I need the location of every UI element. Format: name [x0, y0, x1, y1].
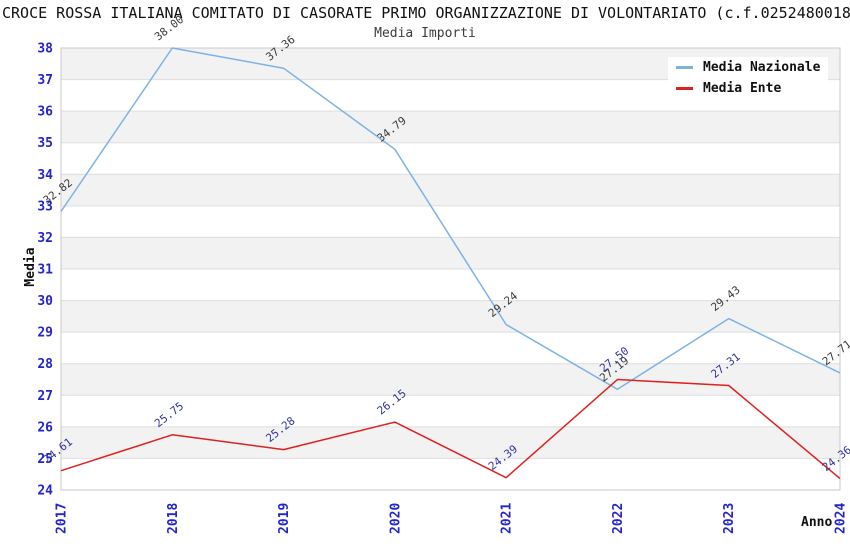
y-axis-title: Media: [23, 247, 38, 287]
y-tick-label: 25: [37, 452, 53, 467]
y-tick-label: 26: [37, 420, 53, 435]
x-axis-title: Anno: [801, 515, 833, 530]
line-swatch-icon: [676, 87, 693, 90]
y-tick-label: 38: [37, 42, 53, 57]
legend-label: Media Nazionale: [703, 60, 821, 75]
legend: Media Nazionale Media Ente: [668, 57, 829, 99]
y-tick-label: 24: [37, 484, 53, 499]
y-tick-label: 33: [37, 199, 53, 214]
y-tick-label: 34: [37, 168, 53, 183]
y-tick-label: 28: [37, 357, 53, 372]
line-swatch-icon: [676, 66, 693, 69]
x-tick-label: 2020: [388, 503, 403, 534]
grid-band: [61, 300, 840, 333]
plot-border: [60, 47, 841, 491]
data-label: 25.75: [152, 399, 186, 430]
grid-band: [61, 111, 840, 143]
y-tick-label: 31: [37, 263, 53, 278]
x-tick-label: 2021: [500, 503, 515, 534]
grid-band: [61, 363, 840, 396]
y-tick-label: 32: [37, 231, 53, 246]
x-tick-label: 2023: [722, 503, 737, 534]
x-tick-label: 2018: [166, 503, 181, 534]
y-tick-label: 30: [37, 294, 53, 309]
legend-label: Media Ente: [703, 81, 782, 96]
y-tick-label: 29: [37, 326, 53, 341]
chart-title: CROCE ROSSA ITALIANA COMITATO DI CASORAT…: [2, 4, 850, 22]
series-line-media-nazionale: [60, 47, 841, 391]
x-tick-label: 2022: [611, 503, 626, 534]
grid-band: [61, 174, 840, 206]
x-tick-label: 2019: [277, 503, 292, 534]
y-tick-label: 37: [37, 73, 53, 88]
x-tick-label: 2017: [55, 503, 70, 534]
y-tick-label: 35: [37, 136, 53, 151]
chart-subtitle: Media Importi: [374, 26, 476, 41]
y-tick-label: 27: [37, 389, 53, 404]
x-tick-label: 2024: [834, 503, 849, 534]
grid-band: [61, 237, 840, 269]
legend-item-media-ente: Media Ente: [668, 78, 829, 99]
series-line-media-ente: [60, 378, 841, 480]
legend-item-media-nazionale: Media Nazionale: [668, 57, 829, 78]
grid-band: [61, 426, 840, 459]
y-tick-label: 36: [37, 105, 53, 120]
